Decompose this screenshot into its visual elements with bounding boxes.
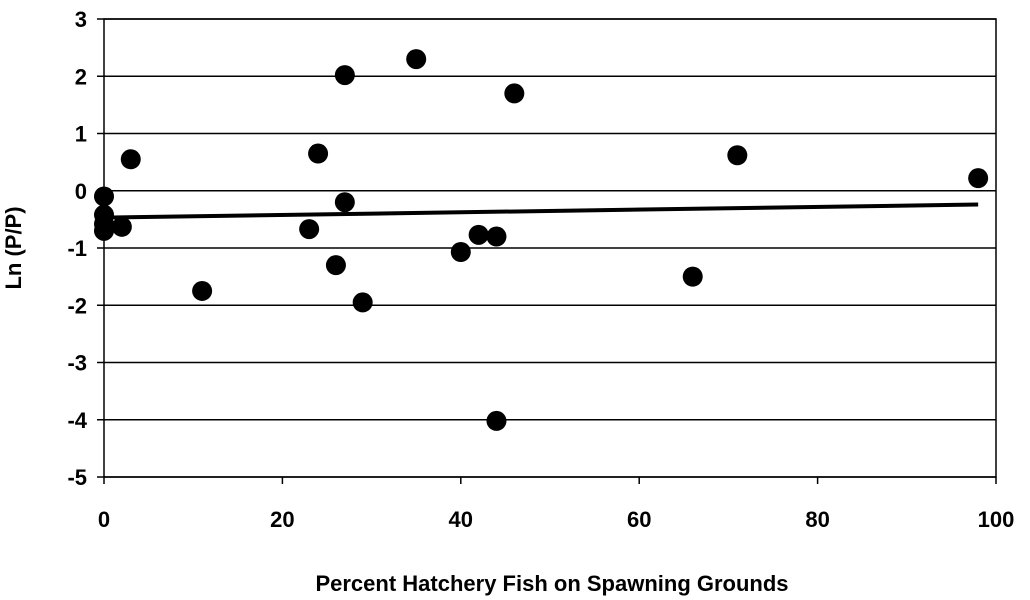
data-point [468, 224, 489, 245]
plot-border [103, 18, 997, 478]
y-tick-label: -2 [67, 293, 87, 318]
x-tick-label: 60 [627, 507, 651, 532]
x-tick-label: 0 [98, 507, 110, 532]
y-tick-labels: -5 -4 -3 -2 -1 0 1 2 3 [67, 7, 87, 490]
data-point [486, 226, 507, 247]
x-tick-label: 20 [270, 507, 294, 532]
data-point [111, 216, 132, 237]
trendline-group [103, 202, 979, 220]
data-point [406, 49, 427, 70]
data-point [450, 242, 471, 263]
y-tick-label: 1 [75, 122, 87, 147]
data-point [334, 192, 355, 213]
data-point [94, 186, 114, 207]
x-tick-labels: 0 20 40 60 80 100 [98, 507, 1014, 532]
data-point [727, 145, 748, 166]
data-point [120, 149, 141, 170]
y-tick-label: -5 [67, 465, 87, 490]
data-point [682, 266, 703, 287]
data-point [504, 83, 525, 104]
data-point [308, 143, 329, 164]
data-point [94, 220, 114, 241]
y-tick-label: -3 [67, 351, 87, 376]
data-point [325, 255, 346, 276]
x-axis-title: Percent Hatchery Fish on Spawning Ground… [315, 571, 788, 596]
trendline [103, 202, 979, 220]
x-tick-label: 80 [805, 507, 829, 532]
data-point [299, 219, 320, 240]
y-tick-label: 3 [75, 7, 87, 32]
x-tick-label: 100 [978, 507, 1015, 532]
y-tick-label: -1 [67, 236, 87, 261]
data-point [486, 410, 507, 431]
y-tick-label: -4 [67, 408, 87, 433]
y-axis-title: Ln (P/P) [1, 206, 26, 289]
data-points [94, 49, 989, 431]
data-point [192, 280, 213, 301]
data-point [334, 65, 355, 86]
axes [97, 18, 997, 484]
data-point [352, 292, 373, 313]
y-tick-label: 0 [75, 179, 87, 204]
data-point [968, 168, 989, 189]
gridlines [104, 18, 996, 478]
x-tick-label: 40 [449, 507, 473, 532]
y-tick-label: 2 [75, 64, 87, 89]
